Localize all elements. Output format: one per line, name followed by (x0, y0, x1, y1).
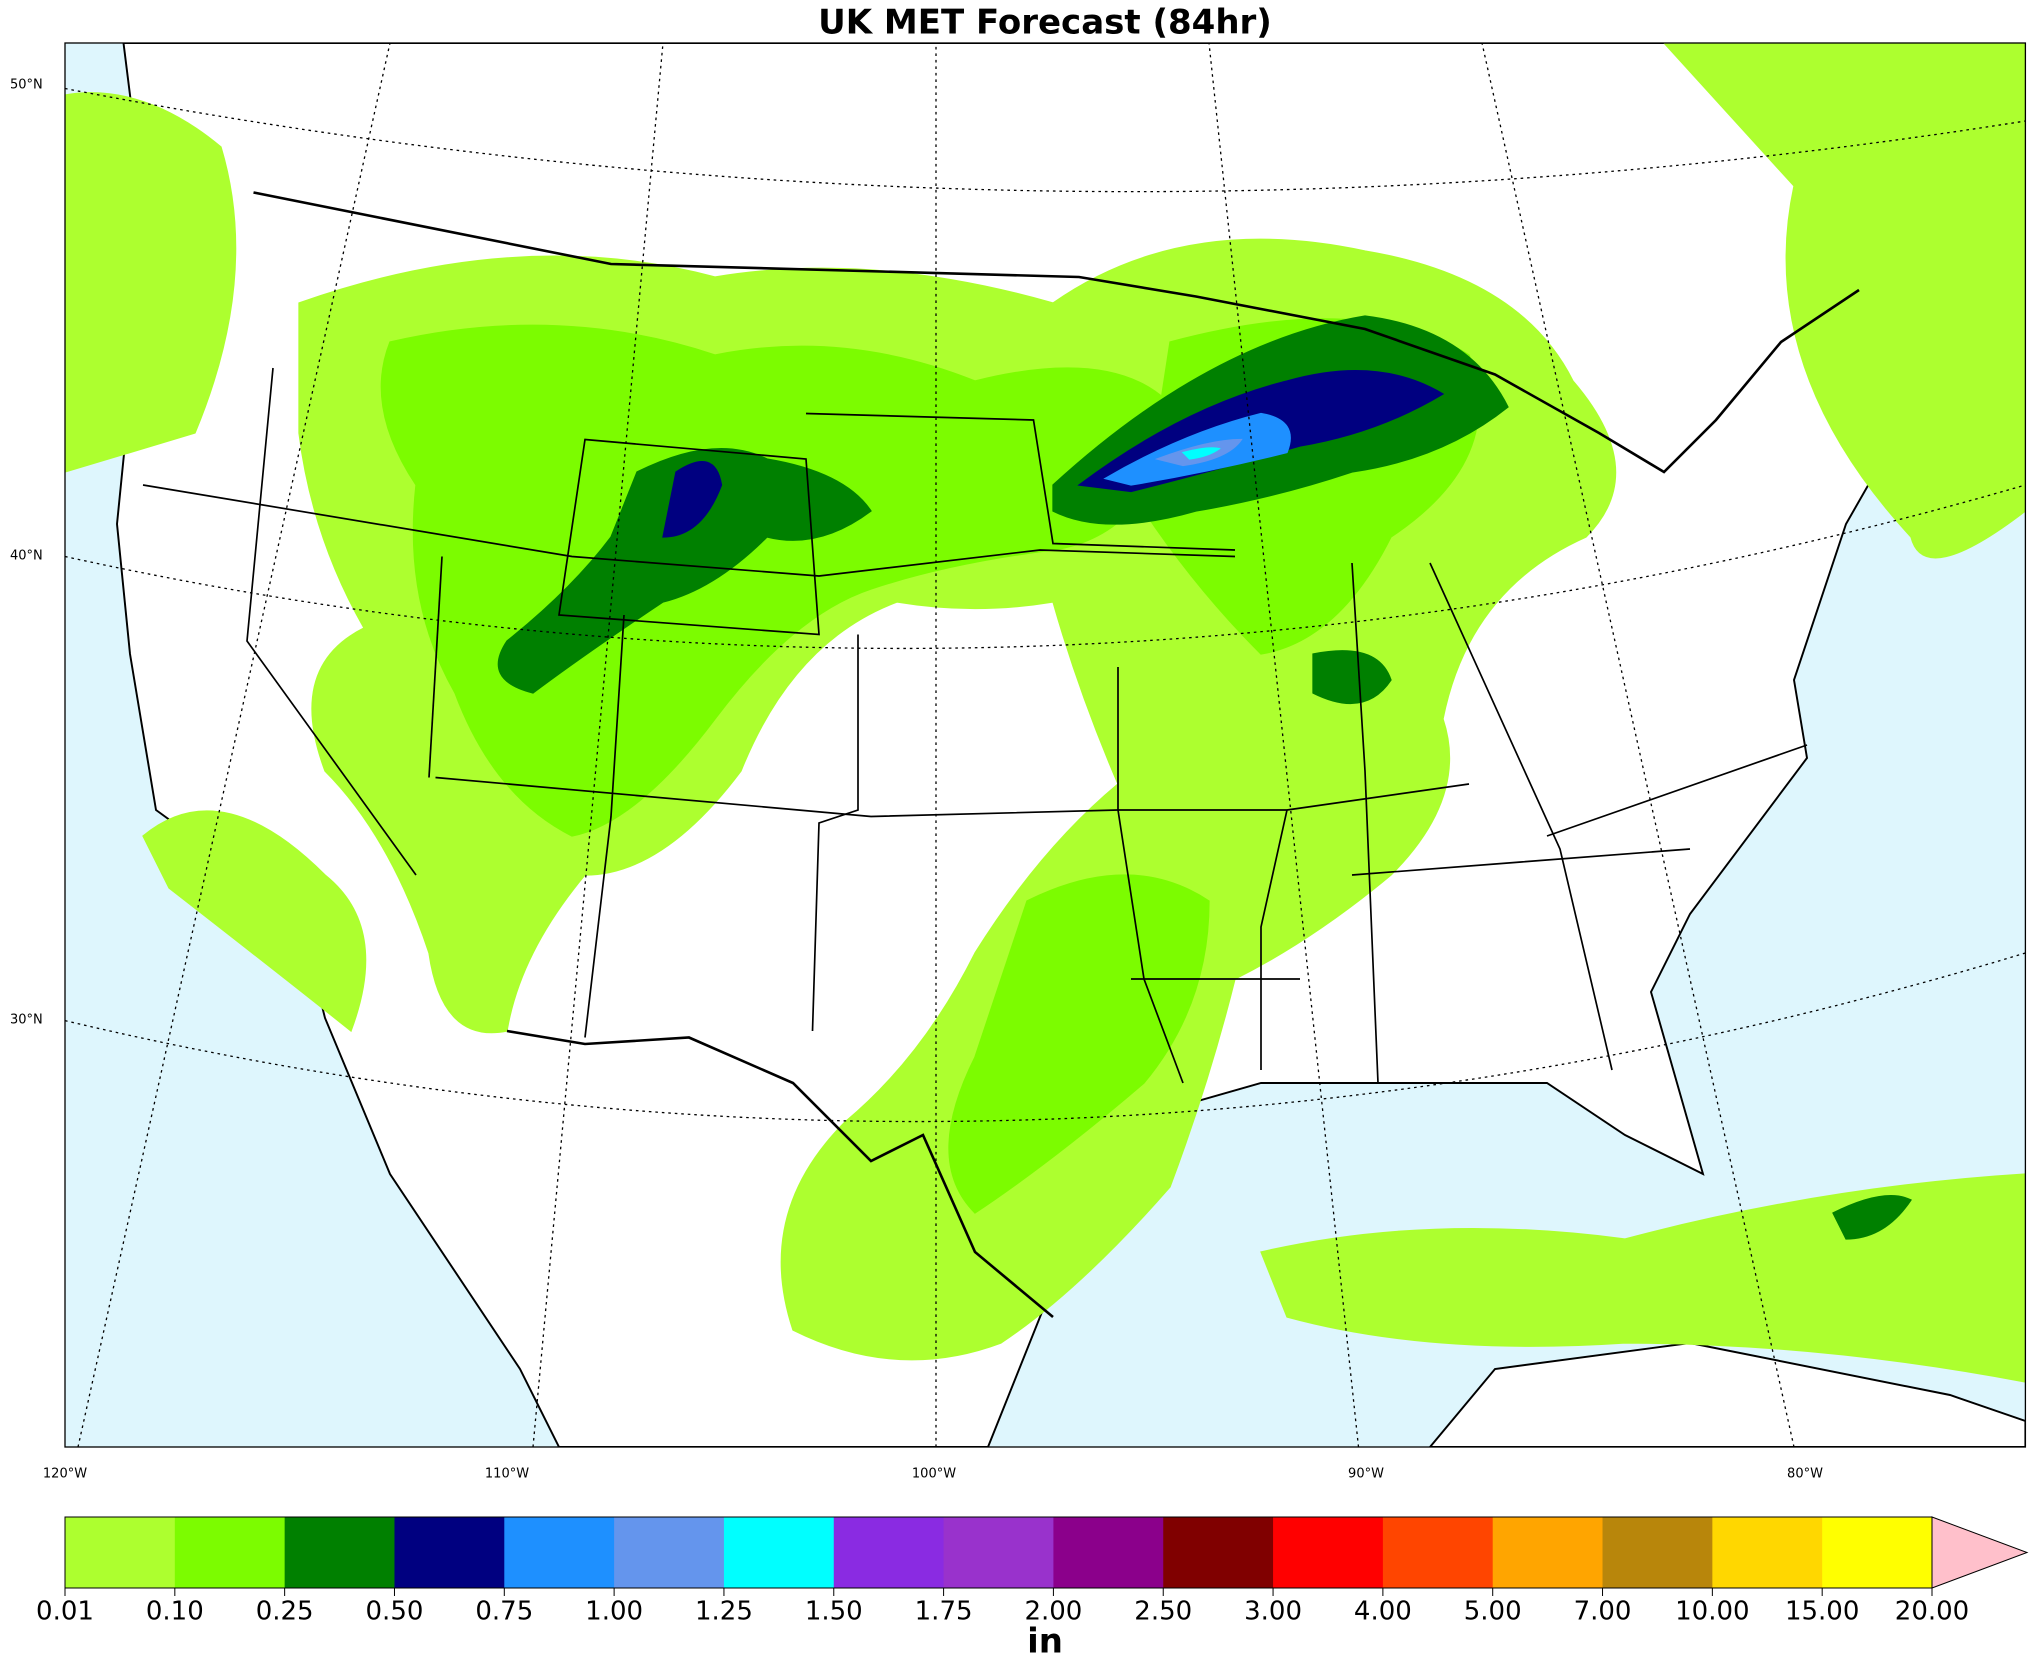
colorbar-tick-label: 0.01 (36, 1597, 94, 1627)
colorbar-segment (1712, 1517, 1823, 1588)
precip-area (662, 461, 723, 538)
colorbar-segment (723, 1517, 835, 1588)
map (64, 42, 2027, 1448)
state-lines (142, 367, 1808, 1084)
colorbar-segment (1822, 1517, 1933, 1588)
colorbar-segment (65, 1517, 176, 1588)
colorbar-tick-label: 4.00 (1354, 1597, 1412, 1627)
lat-label: 50°N (10, 78, 43, 93)
precip-area (65, 92, 237, 473)
precip-area (497, 447, 872, 694)
map-frame (64, 42, 2027, 1448)
colorbar-tick-label: 20.00 (1895, 1597, 1969, 1627)
colorbar-tick-label: 7.00 (1574, 1597, 1632, 1627)
colorbar-segment (174, 1517, 286, 1588)
colorbar-tick-label: 10.00 (1675, 1597, 1749, 1627)
borders (253, 191, 1860, 1318)
colorbar-segment (943, 1517, 1054, 1588)
precip-area (142, 810, 367, 1033)
lon-label: 100°W (912, 1467, 956, 1482)
colorbar-tick-label: 1.50 (805, 1597, 863, 1627)
precipitation (65, 43, 2026, 1383)
colorbar-tick-label: 5.00 (1464, 1597, 1522, 1627)
colorbar-frame (64, 1516, 1933, 1589)
colorbar-segment (1602, 1517, 1713, 1588)
lon-label: 120°W (43, 1467, 87, 1482)
colorbar-segment (394, 1517, 505, 1588)
land (1428, 1342, 2026, 1447)
colorbar-tick-label: 2.50 (1134, 1597, 1192, 1627)
precip-area (1832, 1195, 1912, 1240)
lat-label: 40°N (10, 549, 43, 564)
precip-area (1260, 1173, 2026, 1383)
colorbar-tick-label: 0.25 (256, 1597, 314, 1627)
colorbar-segment (1163, 1517, 1274, 1588)
colorbar-segment (1053, 1517, 1164, 1588)
lat-label: 30°N (10, 1013, 43, 1028)
precip-area (948, 874, 1210, 1214)
colorbar-segment (504, 1517, 615, 1588)
colorbar-tick-label: 3.00 (1244, 1597, 1302, 1627)
colorbar-tick-label: 1.75 (915, 1597, 973, 1627)
lon-label: 80°W (1787, 1467, 1823, 1482)
axis-labels: 50°N 40°N 30°N 120°W 110°W 100°W 90°W 80°W (10, 78, 1823, 1482)
colorbar-tick-label: 15.00 (1785, 1597, 1859, 1627)
map-title: UK MET Forecast (84hr) (818, 3, 1272, 43)
precip-area (1181, 447, 1221, 460)
lon-label: 90°W (1348, 1467, 1384, 1482)
precip-area (380, 324, 1184, 837)
colorbar-tick-label: 1.00 (585, 1597, 643, 1627)
colorbar-tick-label: 2.00 (1024, 1597, 1082, 1627)
precip-area (1312, 650, 1392, 705)
colorbar-tick-label: 0.75 (475, 1597, 533, 1627)
colorbar: 0.01 0.10 0.25 0.50 0.75 1.00 1.25 1.50 1.75 2.00… (36, 1516, 2029, 1662)
colorbar-tick-label: 0.50 (366, 1597, 424, 1627)
colorbar-extend (1931, 1516, 2029, 1589)
colorbar-segment (284, 1517, 395, 1588)
colorbar-tick-label: 0.10 (146, 1597, 204, 1627)
lon-label: 110°W (485, 1467, 529, 1482)
colorbar-tick-label: 1.25 (695, 1597, 753, 1627)
colorbar-segment (1273, 1517, 1384, 1588)
colorbar-segment (833, 1517, 945, 1588)
colorbar-segment (1492, 1517, 1604, 1588)
colorbar-segment (1382, 1517, 1494, 1588)
colorbar-segment (614, 1517, 725, 1588)
colorbar-unit: in (1027, 1622, 1063, 1662)
